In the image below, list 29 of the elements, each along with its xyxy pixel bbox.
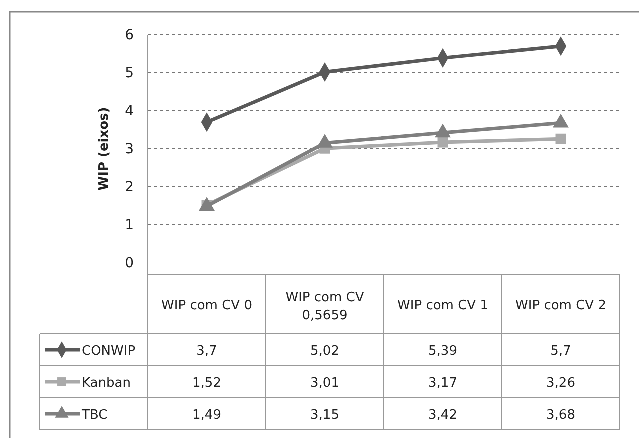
data-label: 5,39 [428,344,458,359]
data-label: 3,42 [428,408,458,423]
x-tick-label: WIP com CV 0,5659 [286,290,364,324]
y-tick-label: 0 [125,255,134,272]
data-label: 3,01 [310,376,340,391]
y-tick-label: 5 [125,65,134,82]
data-label: 1,49 [192,408,222,423]
legend-label: CONWIP [82,344,136,359]
data-label: 3,26 [546,376,576,391]
data-label: 5,02 [310,344,340,359]
point [438,137,448,148]
y-tick-label: 3 [125,141,134,158]
data-label: 3,15 [310,408,340,423]
data-label: 1,52 [192,376,222,391]
data-label: 5,7 [550,344,572,359]
data-label: 3,17 [428,376,458,391]
data-label: 3,7 [196,344,218,359]
x-tick-label: WIP com CV 0 [162,298,252,314]
data-label: 3,68 [546,408,576,423]
y-tick-label: 6 [125,27,134,44]
y-tick-label: 1 [125,217,134,234]
y-tick-label: 2 [125,179,134,196]
x-tick-label: WIP com CV 1 [398,298,488,314]
legend-label: TBC [81,408,108,423]
legend-label: Kanban [82,376,131,391]
x-tick-label: WIP com CV 2 [516,298,606,314]
y-tick-label: 4 [125,103,134,120]
y-axis-title: WIP (eixos) [97,107,112,191]
point [556,134,566,144]
